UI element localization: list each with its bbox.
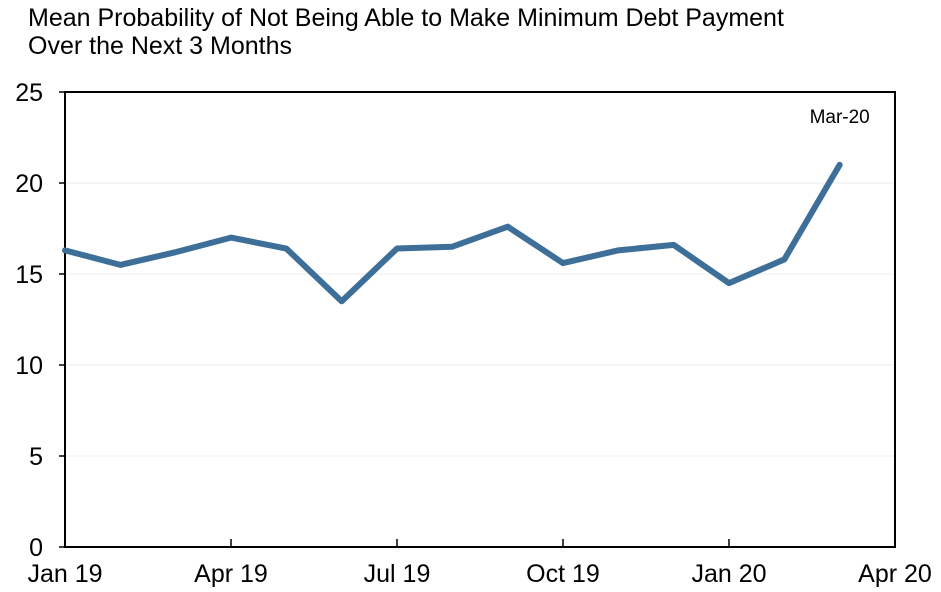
y-tick-label: 15 — [15, 261, 43, 289]
data-point — [673, 244, 675, 246]
chart-title: Mean Probability of Not Being Able to Ma… — [28, 4, 784, 60]
x-tick-label: Jan 19 — [27, 560, 102, 588]
x-tick-label: Oct 19 — [526, 560, 600, 588]
plot-frame — [64, 91, 896, 548]
data-point — [341, 300, 343, 302]
data-point — [562, 262, 564, 264]
data-point — [64, 249, 66, 251]
chart-title-line-1: Mean Probability of Not Being Able to Ma… — [28, 4, 784, 32]
x-tick-label: Apr 19 — [194, 560, 268, 588]
x-tick-label: Apr 20 — [858, 560, 932, 588]
data-point — [175, 251, 177, 253]
x-tick-label: Jan 20 — [691, 560, 766, 588]
y-tick-label: 20 — [15, 170, 43, 198]
data-point — [617, 249, 619, 251]
data-point — [451, 246, 453, 248]
data-point — [119, 264, 121, 266]
data-point — [507, 226, 509, 228]
data-point — [285, 248, 287, 250]
y-tick-label: 25 — [15, 79, 43, 107]
data-point — [783, 258, 785, 260]
y-tick-label: 10 — [15, 352, 43, 380]
data-point — [728, 282, 730, 284]
annotation-label: Mar-20 — [810, 107, 870, 128]
y-tick-label: 5 — [29, 443, 43, 471]
data-point — [396, 248, 398, 250]
data-point — [839, 164, 841, 166]
data-point — [230, 237, 232, 239]
series-line — [62, 161, 843, 305]
chart-title-line-2: Over the Next 3 Months — [28, 32, 293, 60]
y-tick-label: 0 — [29, 534, 43, 562]
x-tick-label: Jul 19 — [364, 560, 431, 588]
